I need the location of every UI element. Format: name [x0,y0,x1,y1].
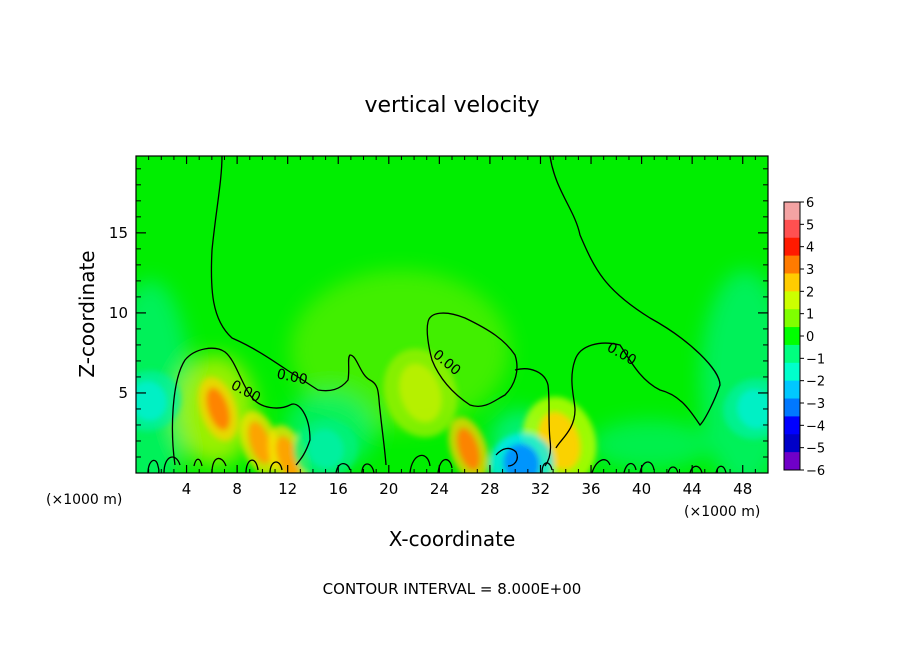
x-tick-label: 16 [329,480,348,498]
colorbar-swatch [784,273,800,292]
contour-line [639,461,655,473]
contour-line [409,454,431,473]
colorbar-swatch [784,255,800,274]
x-tick-label: 12 [278,480,297,498]
contour-line [269,461,283,473]
colorbar-swatch [784,344,800,364]
shade-region [700,270,768,473]
x-tick-label: 28 [480,480,499,498]
contour-line [514,368,552,467]
contour-line [426,312,518,407]
contour-line [171,347,311,466]
colorbar-swatch [784,219,800,239]
colorbar-swatch [784,398,800,417]
x-unit-left: (×1000 m) [46,492,122,508]
colorbar-swatch [784,309,800,328]
colorbar-swatch [784,434,800,453]
y-tick-label: 5 [118,384,128,402]
contour-label: 0.00 [275,366,309,388]
colorbar-label: 5 [806,218,814,233]
colorbar-label: 0 [806,330,814,345]
colorbar-swatch [784,327,800,346]
contour-line [437,458,453,473]
y-axis-title: Z-coordinate [75,250,99,377]
y-tick-label: 10 [109,304,128,322]
colorbar-label: 2 [806,285,814,300]
plot-area: 0.00 0.00 0.00 0.00 [136,156,768,473]
y-tick-label: 15 [109,224,128,242]
contour-line [591,459,611,473]
x-tick-label: 8 [232,480,242,498]
colorbar-swatch [784,237,800,257]
colorbar-swatch [784,291,800,310]
contour-interval-note: CONTOUR INTERVAL = 8.000E+00 [323,580,582,598]
colorbar-swatch [784,416,800,435]
contour-line [541,462,553,473]
colorbar-label: −6 [806,464,825,479]
chart-title: vertical velocity [364,93,539,118]
x-tick-label: 36 [581,480,600,498]
contour-line [163,456,181,473]
colorbar-swatch [784,362,800,382]
colorbar: 6 5 4 3 2 1 0 −1 −2 −3 −4 −5 −6 [783,196,825,479]
contour-line [689,465,703,473]
colorbar-label: 3 [806,263,814,278]
x-tick-label: 44 [683,480,702,498]
x-tick-label: 24 [430,480,449,498]
colorbar-swatch [784,452,800,471]
x-tick-label: 4 [182,480,192,498]
contour-line [667,466,679,473]
contour-line [715,465,727,473]
updraft-core [248,421,272,464]
colorbar-label: 4 [806,241,814,256]
colorbar-label: −1 [806,352,825,367]
contour-line [335,462,351,473]
updraft-core [456,427,481,471]
downdraft-core [136,381,167,421]
contour-line [623,462,637,473]
colorbar-label: 6 [806,196,814,211]
contour-line [245,459,259,473]
x-tick-label: 20 [379,480,398,498]
colorbar-label: 1 [806,308,814,323]
x-tick-label: 40 [632,480,651,498]
contour-line [361,463,375,473]
colorbar-label: −5 [806,442,825,457]
contour-line [210,156,387,466]
downdraft-core [737,389,768,429]
updraft-core [206,387,230,431]
x-axis-title: X-coordinate [389,527,516,551]
colorbar-label: −4 [806,419,825,434]
contour-line [495,447,518,467]
contour-line [193,458,203,467]
updraft-core [399,363,442,423]
x-unit-right: (×1000 m) [684,504,760,520]
x-tick-label: 48 [733,480,752,498]
downdraft-core [503,443,540,473]
colorbar-label: −3 [806,397,825,412]
colorbar-swatch [784,202,800,221]
downdraft-core [307,429,344,469]
contour-line [549,156,721,449]
x-tick-label: 32 [531,480,550,498]
shade-region [590,420,710,470]
colorbar-swatch [784,380,800,400]
colorbar-label: −2 [806,375,825,390]
